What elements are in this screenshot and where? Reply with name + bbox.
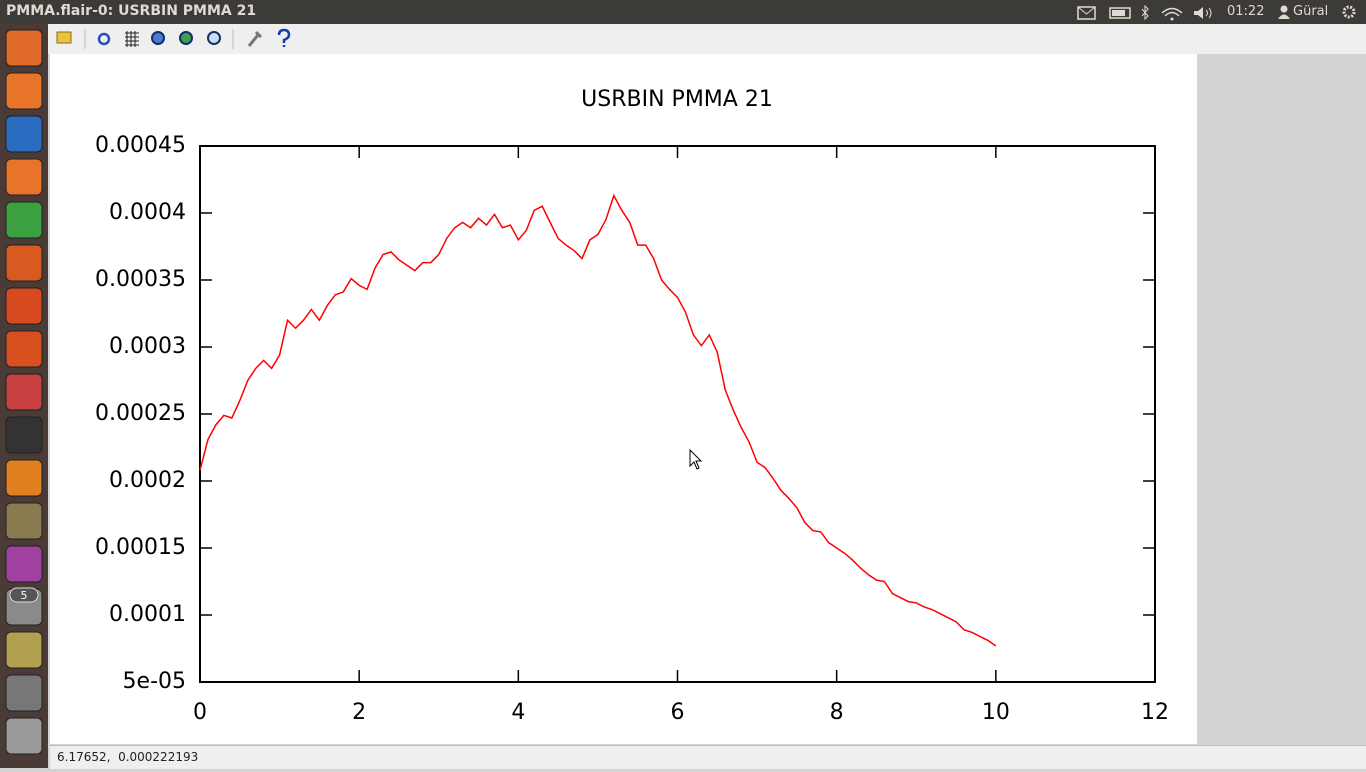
status-bar: 6.17652, 0.000222193 xyxy=(50,745,1366,769)
launcher-icon[interactable] xyxy=(5,244,43,282)
mouse-cursor xyxy=(689,449,703,470)
toolbar xyxy=(48,24,1366,54)
x-tick-label: 2 xyxy=(352,700,366,725)
zoom-in-button[interactable] xyxy=(151,31,165,45)
chart: USRBIN PMMA 21 5e-05 0.0001 0.00015 0.0002 0… xyxy=(95,87,1169,725)
zoom-out-button[interactable] xyxy=(179,31,193,45)
y-tick-label: 0.0004 xyxy=(109,200,186,225)
toolbar-icons xyxy=(56,28,291,49)
launcher-icon[interactable] xyxy=(5,502,43,540)
launcher-icon[interactable] xyxy=(5,201,43,239)
launcher-icon[interactable] xyxy=(5,717,43,755)
plot-frame xyxy=(199,145,1156,683)
launcher-icon[interactable] xyxy=(5,416,43,454)
refresh-button[interactable] xyxy=(97,32,111,46)
y-tick-label: 0.00035 xyxy=(95,267,186,292)
y-tick-label: 0.0003 xyxy=(109,334,186,359)
data-line xyxy=(199,193,997,647)
launcher-icon[interactable] xyxy=(5,287,43,325)
zoom-fit-button[interactable] xyxy=(207,31,221,45)
y-tick-label: 0.0001 xyxy=(109,602,186,627)
window-title: PMMA.flair-0: USRBIN PMMA 21 xyxy=(6,3,257,19)
launcher-icon[interactable] xyxy=(5,330,43,368)
launcher-icon[interactable] xyxy=(5,158,43,196)
chart-title: USRBIN PMMA 21 xyxy=(581,87,773,112)
x-tick-label: 6 xyxy=(671,700,685,725)
launcher-badge: 5 xyxy=(21,589,28,602)
x-tick-label: 10 xyxy=(982,700,1010,725)
y-tick-label: 0.0002 xyxy=(109,468,186,493)
launcher-icon[interactable] xyxy=(5,459,43,497)
top-bar: PMMA.flair-0: USRBIN PMMA 21 01:22 Güral xyxy=(0,0,1366,24)
launcher-icon[interactable] xyxy=(5,29,43,67)
tools-button[interactable] xyxy=(247,30,263,47)
y-tick-label: 0.00015 xyxy=(95,535,186,560)
launcher-icon[interactable] xyxy=(5,545,43,583)
help-button[interactable] xyxy=(277,28,291,47)
y-tick-label: 0.00025 xyxy=(95,401,186,426)
launcher: 5 xyxy=(0,24,48,768)
x-tick-label: 0 xyxy=(193,700,207,725)
badge-bg xyxy=(9,587,39,603)
cursor-coordinates: 6.17652, 0.000222193 xyxy=(57,750,199,764)
launcher-icon[interactable] xyxy=(5,115,43,153)
launcher-icon[interactable] xyxy=(5,631,43,669)
settings-icon[interactable] xyxy=(1341,4,1357,20)
x-tick-label: 12 xyxy=(1141,700,1169,725)
clock[interactable]: 01:22 xyxy=(1227,4,1265,19)
indicators xyxy=(1077,5,1212,21)
x-tick-label: 4 xyxy=(511,700,525,725)
user-icon xyxy=(1278,5,1290,19)
launcher-icons: 5 xyxy=(5,29,43,755)
launcher-icon[interactable] xyxy=(5,674,43,712)
launcher-icon[interactable] xyxy=(5,373,43,411)
y-tick-label: 0.00045 xyxy=(95,133,186,158)
y-tick-label: 5e-05 xyxy=(123,669,186,694)
plot-area: USRBIN PMMA 21 5e-05 0.0001 0.00015 0.0002 0… xyxy=(50,54,1197,744)
x-tick-label: 8 xyxy=(830,700,844,725)
user-name[interactable]: Güral xyxy=(1293,4,1329,19)
grid-button[interactable] xyxy=(125,31,139,47)
launcher-icon[interactable] xyxy=(5,72,43,110)
open-button[interactable] xyxy=(56,31,72,44)
